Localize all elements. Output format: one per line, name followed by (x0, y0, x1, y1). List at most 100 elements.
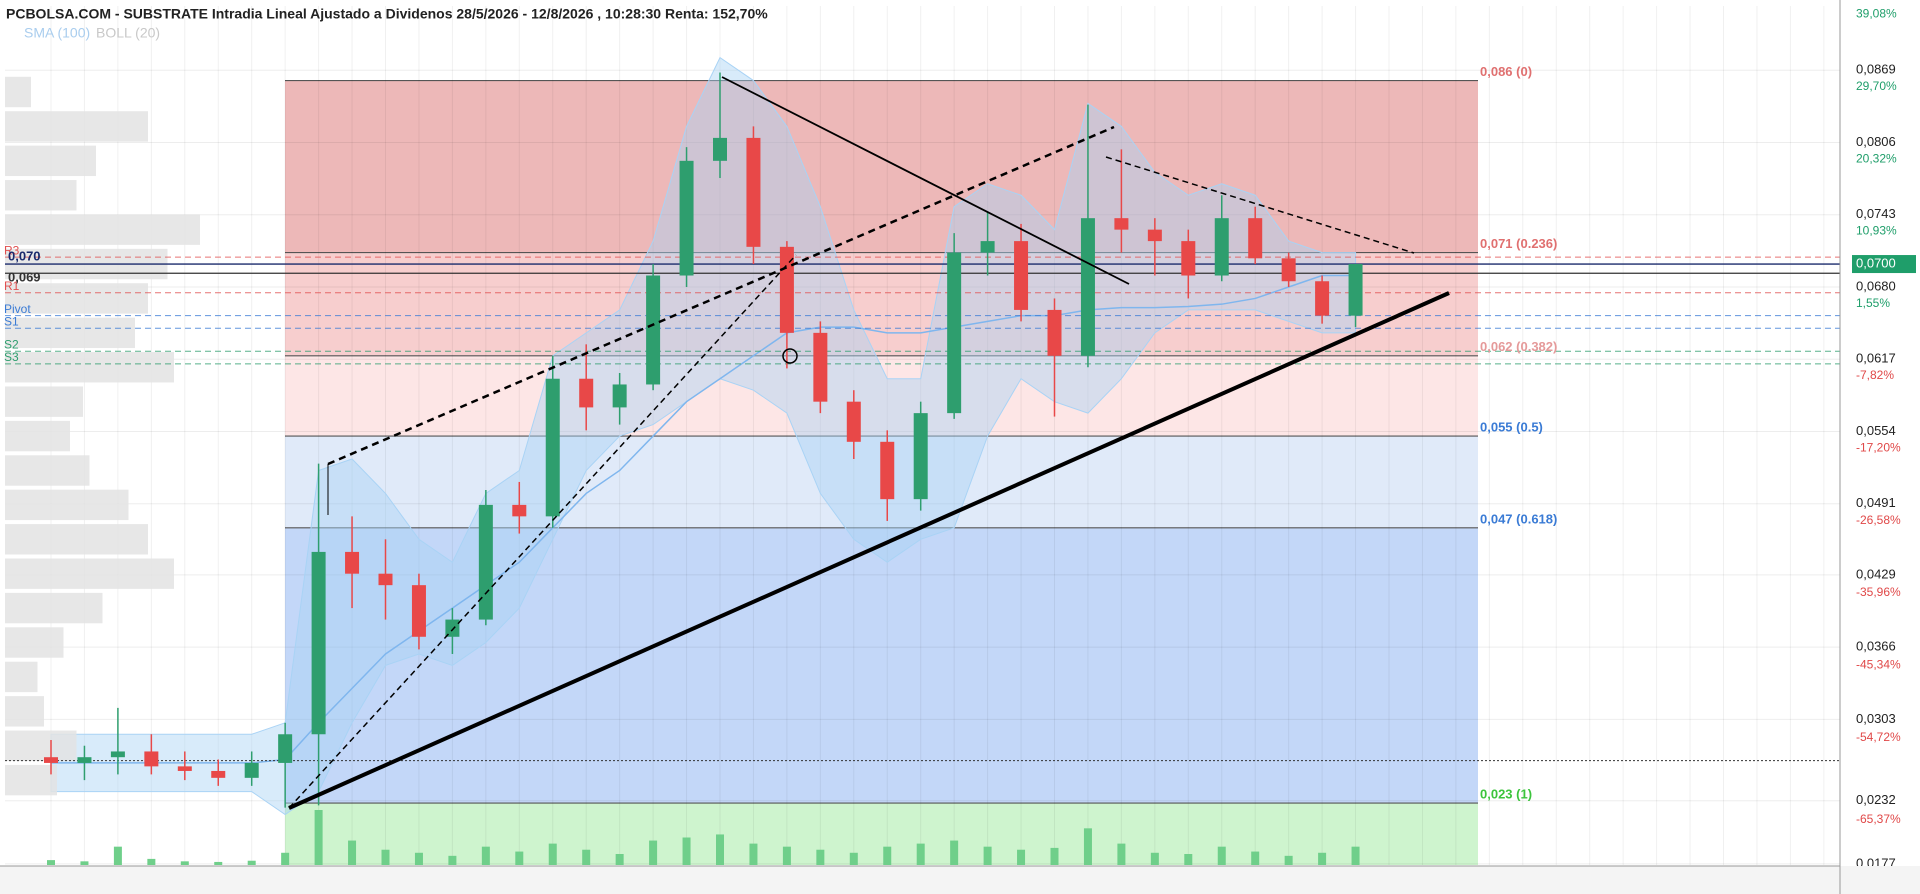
trendline (288, 254, 797, 809)
volume-bar (381, 849, 390, 865)
pivot-label: S2 (4, 337, 19, 351)
volume-bar (1318, 852, 1327, 865)
volume-bar (582, 849, 591, 865)
volume-profile-bar (5, 214, 200, 245)
candle-body (646, 275, 661, 385)
volume-profile-bar (5, 317, 135, 349)
trendlines (288, 76, 1450, 810)
y2-tick-label: 20,32% (1856, 151, 1897, 165)
trendline (288, 291, 1450, 810)
volume-bar (147, 858, 156, 865)
candle-body (746, 137, 761, 247)
volume-profile-bar (5, 111, 148, 142)
volume-bar (1117, 843, 1126, 865)
candle-body (1315, 281, 1330, 316)
candle-body (411, 585, 426, 637)
fib-label: 0,062 (0.382) (1480, 339, 1557, 354)
candle-body (679, 160, 694, 276)
volume-bar (548, 843, 557, 865)
candle-body (77, 757, 92, 763)
candle-body (278, 734, 293, 763)
y-tick-label: 0,0680 (1856, 278, 1896, 293)
candle-body (947, 252, 962, 414)
candle-body (713, 137, 727, 161)
pivot-label: R1 (4, 279, 20, 293)
volume-profile-bar (5, 352, 174, 383)
candle-body (110, 751, 125, 758)
legend-boll: BOLL (20) (96, 25, 160, 41)
candle-body (813, 332, 828, 402)
fib-zone (285, 80, 1478, 253)
candle-body (612, 384, 627, 408)
volume-bar (515, 851, 524, 865)
volume-bar (47, 860, 55, 865)
volume-bar (1017, 849, 1026, 865)
marker (782, 348, 798, 364)
volume-profile-bar (5, 386, 83, 417)
volume-profile-bar (5, 730, 77, 761)
volume-bar (649, 840, 658, 865)
volume-bar (414, 852, 423, 865)
volume-bar (1150, 852, 1159, 865)
volume-bar (348, 840, 357, 865)
y2-tick-label: -45,34% (1856, 657, 1901, 671)
fib-label: 0,047 (0.618) (1480, 511, 1557, 526)
candle-body (1147, 229, 1162, 242)
candle-body (445, 619, 460, 637)
candle-body (545, 378, 560, 517)
y2-tick-label: 29,70% (1856, 79, 1897, 93)
volume-bar (1217, 846, 1226, 865)
volume-profile-bar (5, 145, 96, 177)
y-tick-label: 0,0429 (1856, 566, 1896, 581)
candle-body (1214, 218, 1229, 276)
volume-bar (1083, 828, 1092, 865)
y2-tick-label: 1,55% (1856, 296, 1890, 310)
volume-bar (682, 837, 691, 865)
candle-body (1248, 218, 1263, 259)
candle-body (345, 551, 360, 574)
pivot-label: Pivot (4, 302, 31, 316)
volume-bar (247, 860, 256, 865)
volume-bar (916, 843, 925, 865)
candle-body (311, 551, 326, 735)
volume-bar (615, 854, 624, 865)
sma-line (51, 274, 1356, 764)
y-tick-label: 0,0554 (1856, 423, 1896, 438)
candle-body (1080, 218, 1095, 356)
volume-bar (983, 846, 992, 865)
candle-body (1114, 218, 1129, 230)
volume-bar (749, 843, 758, 865)
trendline (327, 125, 1115, 466)
volume-bar (1050, 847, 1059, 865)
volume-profile-bar (5, 592, 103, 624)
y2-tick-label: 10,93% (1856, 224, 1897, 238)
legend-sma: SMA (100) (24, 25, 90, 41)
price-line-label: 0,069 (8, 270, 41, 285)
candle-body (980, 241, 995, 253)
last-price-badge (1852, 255, 1916, 274)
chart-title: PCBOLSA.COM - SUBSTRATE Intradia Lineal … (6, 6, 768, 22)
y-tick-label: 0,0806 (1856, 134, 1896, 149)
candle-body (913, 413, 928, 500)
price-line-label: 0,070 (8, 248, 41, 263)
y-tick-label: 0,0617 (1856, 351, 1896, 366)
y-tick-label: 0,0869 (1856, 62, 1896, 77)
volume-bar (180, 861, 189, 865)
fib-zone (285, 803, 1478, 865)
y-tick-label: 0,0232 (1856, 792, 1896, 807)
fib-label: 0,055 (0.5) (1480, 420, 1543, 435)
candle-body (1181, 241, 1196, 276)
candle-body (244, 762, 259, 778)
candle-body (846, 401, 861, 442)
pivot-label: R3 (4, 243, 20, 257)
candle-body (1014, 241, 1029, 310)
volume-bar (1284, 855, 1293, 865)
volume-profile-bar (5, 76, 31, 108)
trendline (1105, 156, 1415, 254)
volume-bar (1251, 851, 1260, 865)
volume-profile-bar (5, 283, 148, 314)
volume-profile-bar (5, 764, 57, 796)
y2-tick-label: -26,58% (1856, 513, 1901, 527)
